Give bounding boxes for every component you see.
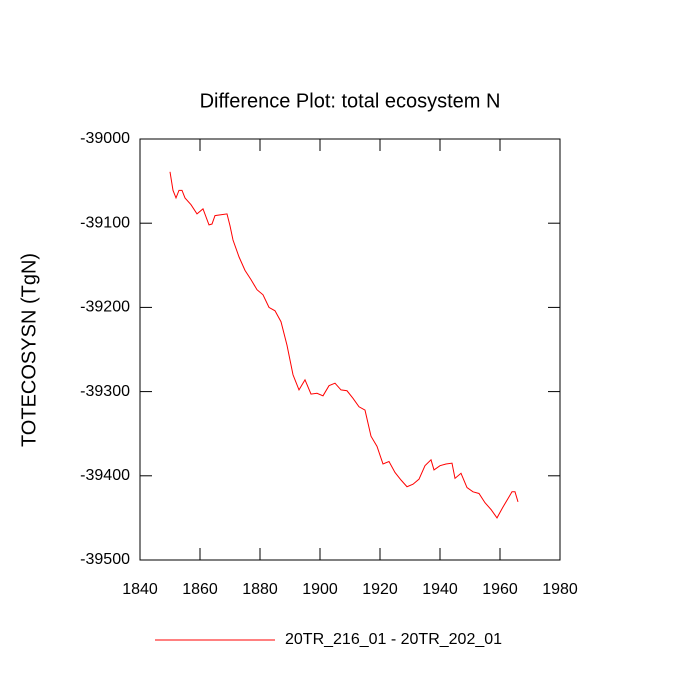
x-tick-label: 1920: [362, 581, 398, 598]
y-tick-label: -39100: [80, 214, 130, 231]
y-tick-label: -39000: [80, 130, 130, 147]
y-tick-label: -39300: [80, 383, 130, 400]
x-tick-label: 1940: [422, 581, 458, 598]
x-tick-label: 1880: [242, 581, 278, 598]
x-tick-label: 1840: [122, 581, 158, 598]
plot-frame: [139, 138, 561, 561]
y-tick-label: -39500: [80, 551, 130, 568]
data-line: [169, 171, 519, 519]
y-axis-label: TOTECOSYSN (TgN): [18, 253, 40, 447]
x-tick-label: 1860: [182, 581, 218, 598]
y-tick-label: -39400: [80, 467, 130, 484]
x-tick-label: 1980: [542, 581, 578, 598]
x-tick-label: 1960: [482, 581, 518, 598]
y-tick-label: -39200: [80, 299, 130, 316]
x-tick-label: 1900: [302, 581, 338, 598]
chart-title: Difference Plot: total ecosystem N: [200, 90, 501, 112]
legend-label: 20TR_216_01 - 20TR_202_01: [285, 631, 502, 648]
